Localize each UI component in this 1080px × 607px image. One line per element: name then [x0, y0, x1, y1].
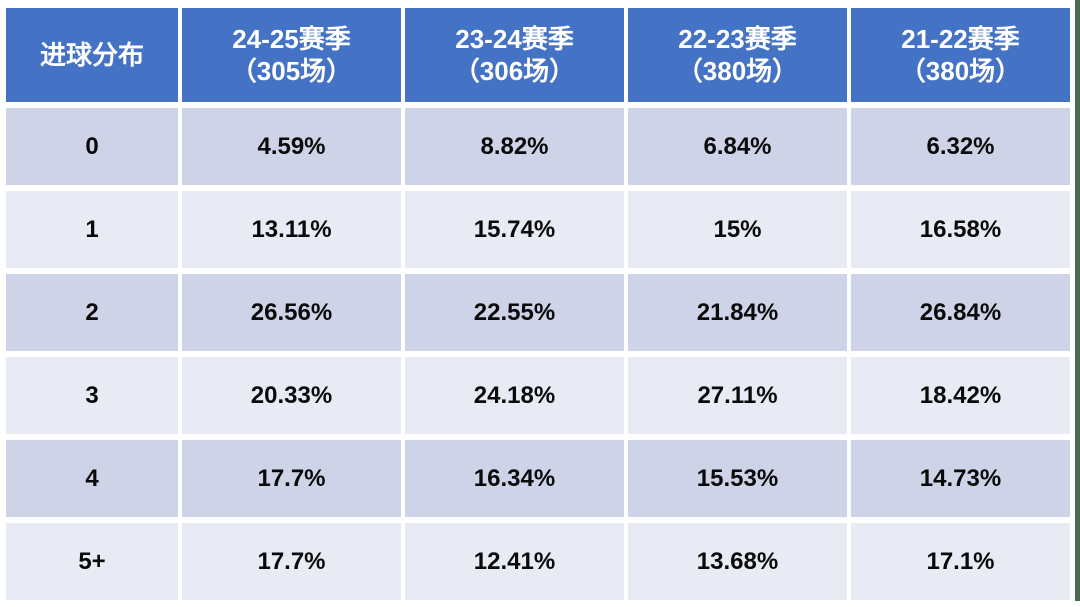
season-games: （305场） — [230, 56, 353, 86]
row-0-value-24-25: 4.59% — [182, 108, 401, 185]
row-5plus-goals-label: 5+ — [6, 523, 178, 600]
header-season-23-24: 23-24赛季 （306场） — [405, 8, 624, 102]
header-season-24-25: 24-25赛季 （305场） — [182, 8, 401, 102]
row-3-value-21-22: 18.42% — [851, 357, 1070, 434]
season-name: 24-25赛季 — [232, 23, 351, 54]
row-1-goals-label: 1 — [6, 191, 178, 268]
row-0-value-21-22: 6.32% — [851, 108, 1070, 185]
row-3-value-24-25: 20.33% — [182, 357, 401, 434]
row-3-value-23-24: 24.18% — [405, 357, 624, 434]
row-4-value-21-22: 14.73% — [851, 440, 1070, 517]
row-0-value-22-23: 6.84% — [628, 108, 847, 185]
row-1-value-22-23: 15% — [628, 191, 847, 268]
row-5plus-value-22-23: 13.68% — [628, 523, 847, 600]
season-name: 23-24赛季 — [455, 23, 574, 54]
season-name: 21-22赛季 — [901, 23, 1020, 54]
season-games: （306场） — [453, 56, 576, 86]
row-4-value-22-23: 15.53% — [628, 440, 847, 517]
season-games: （380场） — [899, 56, 1022, 86]
goal-distribution-table: 进球分布 24-25赛季 （305场） 23-24赛季 （306场） 22-23… — [6, 8, 1070, 600]
corner-label: 进球分布 — [39, 39, 144, 70]
season-name: 22-23赛季 — [678, 23, 797, 54]
row-2-value-23-24: 22.55% — [405, 274, 624, 351]
row-4-value-23-24: 16.34% — [405, 440, 624, 517]
row-4-goals-label: 4 — [6, 440, 178, 517]
header-corner-cell: 进球分布 — [6, 8, 178, 102]
row-2-value-22-23: 21.84% — [628, 274, 847, 351]
right-edge-green-strip — [1075, 0, 1080, 601]
row-5plus-value-24-25: 17.7% — [182, 523, 401, 600]
row-1-value-21-22: 16.58% — [851, 191, 1070, 268]
row-3-value-22-23: 27.11% — [628, 357, 847, 434]
row-0-value-23-24: 8.82% — [405, 108, 624, 185]
row-1-value-23-24: 15.74% — [405, 191, 624, 268]
row-2-goals-label: 2 — [6, 274, 178, 351]
row-5plus-value-21-22: 17.1% — [851, 523, 1070, 600]
row-2-value-24-25: 26.56% — [182, 274, 401, 351]
header-season-21-22: 21-22赛季 （380场） — [851, 8, 1070, 102]
row-0-goals-label: 0 — [6, 108, 178, 185]
row-2-value-21-22: 26.84% — [851, 274, 1070, 351]
row-4-value-24-25: 17.7% — [182, 440, 401, 517]
row-5plus-value-23-24: 12.41% — [405, 523, 624, 600]
header-season-22-23: 22-23赛季 （380场） — [628, 8, 847, 102]
row-1-value-24-25: 13.11% — [182, 191, 401, 268]
season-games: （380场） — [676, 56, 799, 86]
row-3-goals-label: 3 — [6, 357, 178, 434]
